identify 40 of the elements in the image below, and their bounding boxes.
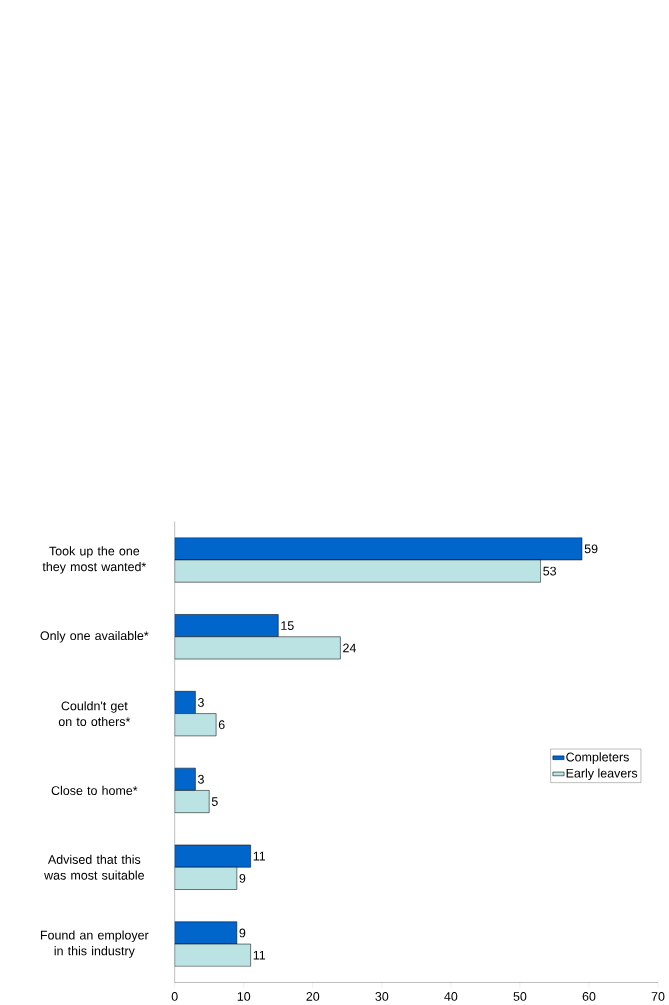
x-tick-label: 70: [651, 992, 665, 1001]
x-tick-label: 60: [582, 992, 596, 1001]
bar: [174, 713, 217, 737]
data-label: 9: [239, 873, 246, 883]
data-label: 5: [211, 797, 218, 806]
data-label: 3: [197, 698, 204, 707]
y-tick-label: Advised that this was most suitable: [44, 854, 144, 880]
data-label: 6: [218, 720, 225, 730]
bar: [174, 866, 238, 890]
x-tick-label: 40: [444, 992, 458, 1001]
data-label: 11: [253, 851, 266, 861]
x-tick-label: 20: [306, 992, 320, 1001]
bar: [174, 790, 210, 813]
bar: [174, 559, 541, 583]
bar: [174, 636, 341, 660]
legend-label: Completers: [566, 752, 629, 764]
bar: [174, 614, 279, 638]
y-tick-label: Found an employer in this industry: [40, 930, 149, 958]
bar: [174, 691, 196, 714]
bar: [174, 921, 238, 945]
data-label: 11: [253, 950, 266, 960]
y-tick-label: Couldn't get on to others*: [58, 701, 131, 727]
data-label: 59: [584, 544, 598, 554]
x-tick-label: 50: [513, 992, 527, 1001]
x-tick-label: 30: [375, 992, 389, 1001]
legend-label: Early leavers: [566, 768, 638, 781]
bar: [174, 844, 251, 868]
y-tick-label: Close to home*: [51, 785, 138, 795]
data-label: 53: [543, 566, 556, 576]
data-label: 9: [239, 928, 246, 938]
data-label: 15: [281, 621, 294, 630]
x-tick-label: 0: [171, 992, 178, 1001]
bar: [174, 537, 583, 561]
bar: [174, 943, 251, 967]
bar: [174, 767, 196, 791]
data-label: 3: [197, 774, 204, 784]
y-tick-label: Only one available*: [40, 630, 149, 643]
y-tick-label: Took up the one they most wanted*: [42, 546, 147, 574]
x-tick-label: 10: [237, 992, 251, 1001]
data-label: 24: [343, 643, 356, 653]
